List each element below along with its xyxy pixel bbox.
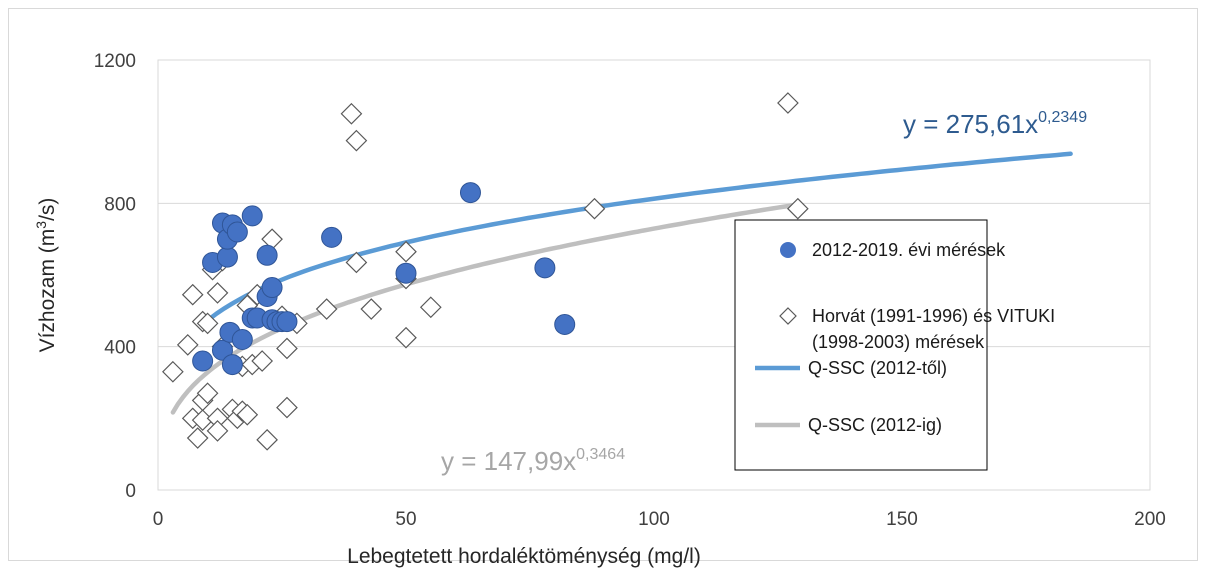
diamond-point-0 (162, 360, 184, 383)
circle-point-21 (321, 226, 343, 248)
diamond-point-29 (276, 337, 298, 360)
legend-label-new: 2012-2019. évi mérések (812, 240, 1006, 260)
diamond-point-42 (777, 92, 799, 114)
legend-label-trend-2012-ig: Q-SSC (2012-ig) (808, 415, 942, 435)
circle-point-15 (256, 244, 278, 266)
y-axis-title-tail: /s) (36, 198, 59, 221)
tick-labels: 0 50 100 150 200 0 400 800 1200 (94, 51, 1166, 530)
circle-point-25 (554, 313, 576, 335)
diamond-point-34 (345, 251, 368, 274)
legend: 2012-2019. évi mérések Horvát (1991-1996… (734, 219, 1055, 471)
equation-2012-ig: y = 147,99x0,3464 (441, 446, 625, 476)
equation-2012-ig-base: y = 147,99x (441, 446, 576, 476)
diamond-point-20 (236, 403, 259, 426)
diamond-point-25 (256, 428, 278, 451)
y-tick-label-0: 0 (125, 481, 136, 502)
legend-label-old-line2: (1998-2003) mérések (812, 332, 985, 352)
diamond-point-32 (315, 298, 338, 320)
equation-2012-ig-exp: 0,3464 (576, 446, 625, 463)
plot-area (157, 59, 1151, 491)
y-tick-label-2: 800 (104, 194, 136, 215)
diamond-point-1 (176, 334, 199, 356)
x-tick-label-3: 150 (886, 509, 918, 530)
diamond-point-8 (196, 382, 219, 405)
diamond-point-9 (196, 312, 219, 335)
diamond-point-3 (181, 283, 204, 306)
diamond-point-11 (206, 282, 229, 304)
circle-point-24 (534, 257, 556, 279)
diamond-point-13 (206, 420, 229, 442)
circle-point-3 (211, 339, 233, 361)
circle-point-22 (395, 262, 417, 284)
diamond-point-36 (360, 298, 383, 320)
legend-label-trend-2012-tol: Q-SSC (2012-től) (808, 358, 947, 378)
legend-label-old-line1: Horvát (1991-1996) és VITUKI (812, 306, 1055, 326)
data-points (162, 92, 809, 451)
equation-2012-tol: y = 275,61x0,2349 (903, 109, 1087, 139)
circle-point-0 (192, 350, 214, 372)
diamond-point-40 (419, 296, 442, 319)
legend-marker-circle (780, 242, 796, 258)
equation-2012-tol-base: y = 275,61x (903, 109, 1038, 139)
legend-marker-diamond (779, 307, 797, 325)
x-tick-label-0: 0 (153, 509, 164, 530)
legend-box (734, 219, 988, 471)
chart-frame (8, 8, 1198, 561)
y-axis-title: Vízhozam (m3/s) (33, 198, 59, 353)
x-tick-label-4: 200 (1134, 509, 1166, 530)
diamond-point-30 (276, 396, 298, 419)
circle-point-9 (226, 221, 248, 243)
x-tick-label-2: 100 (638, 509, 670, 530)
circle-point-8 (221, 354, 243, 376)
y-axis-title-main: Vízhozam (m (36, 229, 59, 353)
diamond-point-33 (340, 102, 363, 125)
diamond-point-43 (786, 197, 809, 220)
circle-point-4 (216, 246, 238, 268)
circle-point-16 (261, 277, 283, 299)
y-tick-label-1: 400 (104, 338, 136, 359)
circle-point-11 (241, 205, 263, 227)
trendline-0 (200, 151, 1073, 327)
x-tick-label-1: 50 (395, 509, 416, 530)
equation-2012-tol-exp: 0,2349 (1038, 109, 1087, 126)
diamond-point-24 (251, 350, 274, 372)
circle-point-10 (231, 329, 253, 350)
diamond-point-4 (186, 427, 209, 449)
y-tick-label-3: 1200 (94, 51, 136, 72)
y-axis-title-sup: 3 (33, 221, 49, 229)
plot-border (157, 59, 1151, 491)
x-axis-title: Lebegtetett hordaléktöménység (mg/l) (347, 545, 701, 568)
diamond-point-35 (345, 129, 368, 152)
circle-point-23 (459, 182, 481, 204)
circle-point-20 (276, 311, 298, 333)
diamond-point-41 (583, 197, 606, 220)
diamond-point-39 (395, 240, 417, 263)
diamond-point-37 (395, 326, 417, 349)
